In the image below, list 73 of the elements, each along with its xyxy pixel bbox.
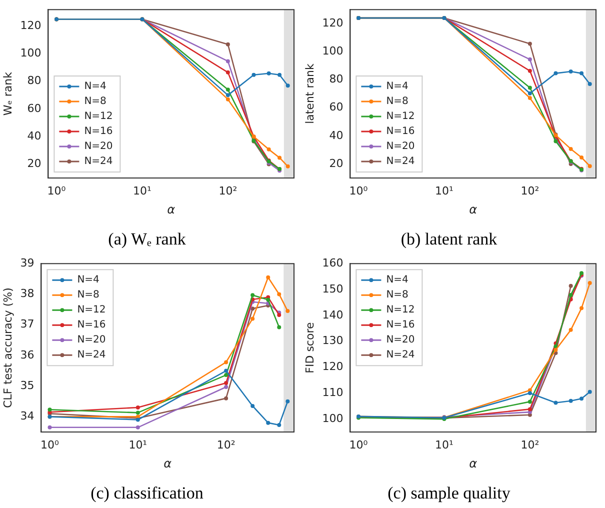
x-tick-label: 10¹ [435,184,454,198]
x-tick-label: 10¹ [435,438,454,452]
x-tick-label: 10⁰ [349,184,368,198]
x-tick-label: 10² [520,184,540,198]
text: (b) latent rank [400,229,498,248]
x-tick-label: 10⁰ [40,438,60,452]
x-tick-label: 10² [218,184,238,198]
legend-label: N=12 [386,304,415,316]
legend-label: N=20 [77,334,106,346]
legend-label: N=20 [84,141,113,152]
legend-label: N=4 [77,274,100,286]
text: (c) classification [90,483,204,502]
y-tick-label: 120 [322,360,344,374]
legend-label: N=12 [84,111,113,122]
legend-label: N=4 [386,274,408,286]
y-tick-label: 40 [27,129,42,142]
y-axis-title: CLF test accuracy (%) [1,288,14,408]
legend-label: N=8 [386,96,408,108]
y-tick-label: 20 [27,157,42,170]
legend-label: N=12 [77,304,106,316]
y-tick-label: 140 [322,308,344,322]
x-tick-label: 10² [520,438,540,452]
y-tick-label: 120 [322,16,344,30]
y-tick-label: 60 [27,102,42,115]
y-tick-label: 37 [20,318,34,331]
y-axis-title: latent rank [303,63,316,124]
legend-label: N=24 [77,350,106,361]
x-axis-title: α [469,202,478,217]
x-tick-label: 10² [216,438,236,452]
legend-label: N=8 [84,96,106,108]
legend-label: N=4 [386,81,408,92]
legend-label: N=16 [386,126,415,138]
x-tick-label: 10⁰ [349,438,368,452]
y-tick-label: 36 [20,348,34,362]
x-axis-title: α [469,456,478,471]
x-axis-title: α [164,456,172,471]
x-tick-label: 10⁰ [47,184,66,198]
y-tick-label: 80 [27,74,42,88]
legend-label: N=24 [386,156,415,168]
legend-label: N=8 [77,290,100,301]
text: (c) sample quality [388,483,511,502]
legend-label: N=16 [386,320,415,331]
y-tick-label: 40 [329,128,344,142]
y-tick-label: 100 [322,44,344,58]
legend-label: N=16 [84,126,113,138]
y-tick-label: 39 [20,256,34,270]
y-tick-label: 34 [20,410,34,423]
legend-label: N=4 [84,81,106,92]
x-tick-label: 10¹ [128,438,148,452]
legend-label: N=20 [386,334,415,346]
legend-label: N=12 [386,111,415,122]
y-tick-label: 38 [20,287,34,300]
legend-label: N=24 [84,156,113,168]
y-tick-label: 20 [329,156,344,170]
legend-label: N=8 [386,290,408,301]
y-tick-label: 130 [322,334,344,348]
y-tick-label: 150 [322,282,344,296]
y-tick-label: 120 [20,19,42,32]
y-tick-label: 60 [329,100,344,114]
y-tick-label: 160 [322,256,344,270]
x-axis-title: α [167,202,176,217]
legend-label: N=16 [77,320,106,331]
y-tick-label: 35 [20,378,34,392]
y-tick-label: 80 [329,72,344,86]
legend-label: N=24 [386,350,415,361]
legend-label: N=20 [386,141,415,152]
text: (a) Wₑ rank [108,229,186,248]
y-tick-label: 100 [322,412,344,425]
y-axis-title: FID score [303,322,316,374]
x-tick-label: 10¹ [133,184,152,198]
y-axis-title: Wₑ rank [1,71,14,116]
y-tick-label: 110 [322,386,344,399]
y-tick-label: 100 [20,46,42,60]
